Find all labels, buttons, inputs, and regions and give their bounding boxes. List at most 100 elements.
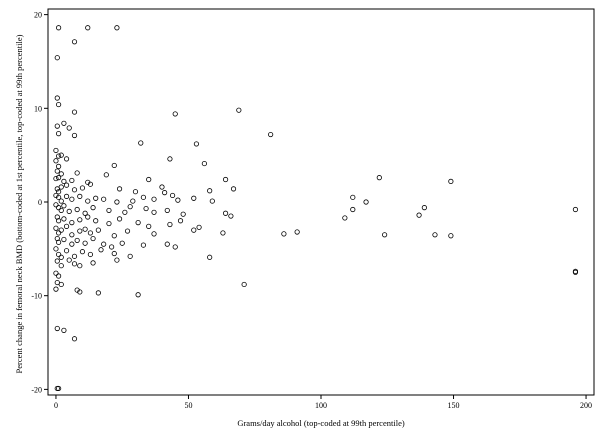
data-point [146,223,152,229]
data-point [228,213,234,219]
data-point [207,188,213,194]
data-point [74,206,80,213]
data-point [209,198,215,204]
data-point [79,249,86,255]
data-point [151,231,157,237]
data-point [146,176,152,183]
data-point [180,211,186,217]
data-point [56,218,62,224]
data-point [53,246,59,252]
data-point [124,228,131,234]
data-point [53,270,59,276]
data-point [56,273,62,279]
data-point [350,206,356,213]
data-point [58,254,64,260]
data-point [54,55,60,61]
data-point [77,217,83,223]
data-point [432,232,438,238]
data-point [172,244,178,250]
data-point [63,248,70,254]
data-point [350,194,356,200]
data-point [193,141,200,147]
data-point [421,205,427,211]
data-point [382,232,388,238]
data-point [58,198,64,204]
data-point [127,253,133,259]
data-point [135,292,141,298]
data-point [82,226,88,232]
data-point [77,289,83,295]
data-point [85,25,91,31]
y-tick-label: 10 [34,104,42,113]
data-point [268,131,274,138]
data-point [53,286,59,292]
data-point [167,221,173,228]
data-point [54,168,60,174]
data-point [236,107,242,113]
data-point [56,385,62,392]
x-tick-label: 200 [580,401,592,410]
x-tick-label: 50 [184,401,192,410]
x-tick-label: 100 [315,401,327,410]
data-point [241,281,247,288]
data-point [63,223,70,229]
data-point [53,158,59,164]
data-point [74,237,80,244]
data-point [140,242,147,248]
data-point [71,109,78,115]
data-point [69,196,75,202]
data-point [87,230,94,236]
y-axis-title: Percent change in femoral neck BMD (bott… [14,34,24,373]
data-point [56,25,62,31]
data-point [61,120,67,126]
x-axis: 0 50 100 150 200 [54,395,592,410]
data-point [130,198,136,204]
data-point [56,230,62,236]
data-point [106,220,112,227]
data-point [87,181,94,187]
data-point [58,227,64,233]
data-point [66,208,72,214]
data-point [61,327,67,333]
data-point [61,203,67,209]
data-point [135,220,141,226]
data-point [93,195,99,201]
data-point [572,206,579,213]
data-point [56,251,62,258]
data-point [448,178,454,184]
data-point [58,184,64,190]
data-point [169,192,176,199]
data-point [54,325,60,332]
data-point [56,205,62,211]
data-point [58,152,64,158]
data-point [448,233,454,239]
data-point [222,176,229,183]
data-points [53,25,579,392]
data-point [71,187,78,193]
data-point [167,156,173,162]
data-point [294,229,300,235]
data-point [71,253,78,259]
data-point [79,185,86,191]
data-point [71,336,78,342]
data-point [95,290,101,296]
data-point [82,240,88,246]
data-point [61,216,67,222]
data-point [103,172,109,178]
data-point [114,199,120,205]
data-point [162,190,168,196]
data-point [95,227,101,233]
data-point [222,210,229,216]
data-point [416,212,422,218]
data-point [98,247,104,253]
data-point [77,263,83,269]
data-point [109,244,115,250]
data-point [572,269,579,275]
data-point [111,233,117,239]
data-point [69,177,75,184]
data-point [63,156,70,162]
data-point [56,194,62,200]
data-point [61,178,67,184]
y-tick-label: -20 [31,385,42,394]
